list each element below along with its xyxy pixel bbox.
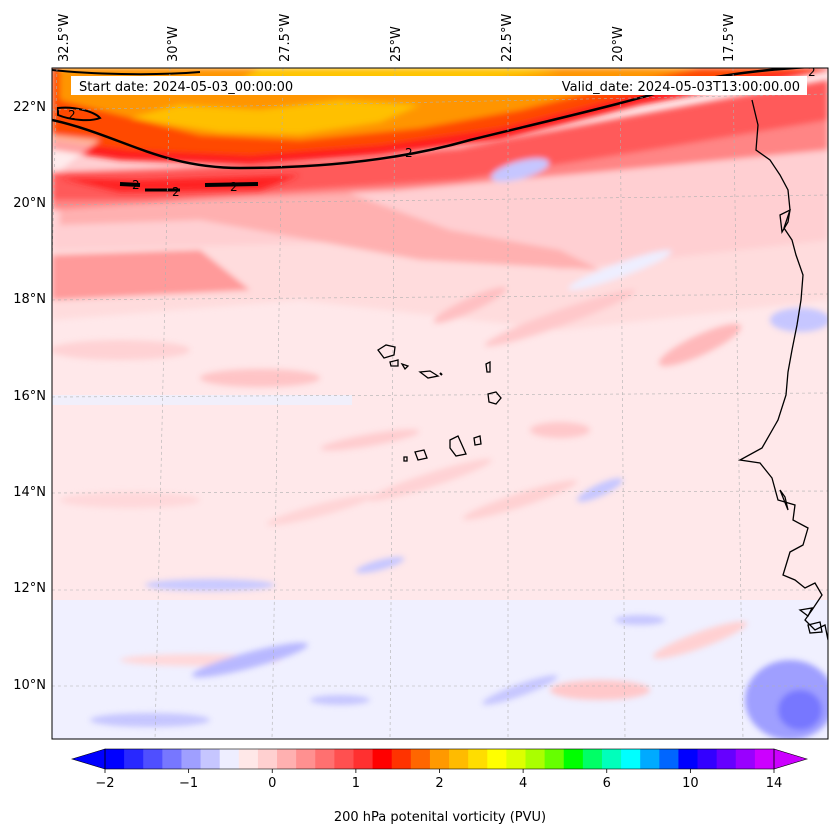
- colorbar-cell: [735, 749, 756, 769]
- date-header-box: [71, 76, 807, 95]
- map-gridlines: [52, 68, 828, 739]
- colorbar-cell: [315, 749, 335, 769]
- start-date-text: Start date: 2024-05-03_00:00:00: [79, 80, 293, 95]
- colorbar-cell: [678, 749, 699, 769]
- colorbar-tick-label: 4: [519, 776, 527, 791]
- colorbar-label: 200 hPa potenital vorticity (PVU): [334, 810, 546, 825]
- colorbar-tick-label: 1: [352, 776, 360, 791]
- contour-label: 2: [132, 178, 140, 192]
- colorbar-cell: [143, 749, 163, 769]
- longitude-labels: 32.5°W 30°W 27.5°W 25°W 22.5°W 20°W 17.5…: [57, 14, 737, 62]
- contour-label: 2: [68, 108, 76, 122]
- colorbar-tick-label: −2: [95, 776, 114, 791]
- valid-date-text: Valid_date: 2024-05-03T13:00:00.00: [562, 80, 800, 95]
- colorbar-tick-label: −1: [179, 776, 198, 791]
- lon-label: 32.5°W: [57, 14, 72, 62]
- colorbar-cell: [277, 749, 297, 769]
- coastline: [737, 99, 828, 641]
- lon-label: 22.5°W: [500, 14, 515, 62]
- colorbar-cell: [621, 749, 641, 769]
- colorbar-over-arrow: [773, 748, 809, 770]
- colorbar-cell: [697, 749, 718, 769]
- colorbar-cell: [410, 749, 431, 769]
- colorbar-ticks: −2 −1 0 1 2 4 6 10 14: [95, 769, 782, 791]
- latitude-labels: 22°N 20°N 18°N 16°N 14°N 12°N 10°N: [13, 100, 46, 693]
- colorbar-cell: [238, 749, 259, 769]
- lat-label: 10°N: [13, 678, 46, 693]
- map-frame: [51, 67, 829, 740]
- lat-label: 14°N: [13, 485, 46, 500]
- colorbar-cell: [449, 749, 469, 769]
- lat-label: 12°N: [13, 581, 46, 596]
- colorbar-cell: [162, 749, 183, 769]
- colorbar-cell: [506, 749, 527, 769]
- colorbar-cell: [601, 749, 622, 769]
- colorbar-cell: [716, 749, 737, 769]
- contour-label: 2: [808, 65, 816, 79]
- colorbar-cell: [468, 749, 488, 769]
- colorbar-tick-label: 2: [435, 776, 443, 791]
- lat-label: 16°N: [13, 389, 46, 404]
- colorbar-cell: [124, 749, 144, 769]
- colorbar-cell: [563, 749, 584, 769]
- map-panel: 2 2 2 2 2 2: [52, 65, 828, 739]
- colorbar-cell: [754, 749, 775, 769]
- lon-label: 25°W: [389, 26, 404, 62]
- contour-label: 2: [405, 146, 413, 160]
- colorbar-cell: [372, 749, 393, 769]
- colorbar-cell: [105, 749, 125, 769]
- colorbar-cell: [391, 749, 412, 769]
- colorbar-cell: [219, 749, 240, 769]
- colorbar-tick-label: 10: [682, 776, 699, 791]
- colorbar-cell: [296, 749, 316, 769]
- colorbar-cell: [525, 749, 546, 769]
- colorbar-cell: [200, 749, 221, 769]
- colorbar-cell: [659, 749, 680, 769]
- cape-verde-islands: [377, 344, 502, 462]
- colorbar-tick-label: 6: [603, 776, 611, 791]
- contour-label: 2: [172, 185, 180, 199]
- colorbar-cell: [334, 749, 355, 769]
- colorbar-tick-label: 0: [268, 776, 276, 791]
- lon-label: 17.5°W: [722, 14, 737, 62]
- lat-label: 18°N: [13, 292, 46, 307]
- colorbar-cell: [544, 749, 565, 769]
- colorbar-tick-label: 14: [766, 776, 783, 791]
- colorbar-cell: [640, 749, 660, 769]
- colorbar-cell: [181, 749, 202, 769]
- lon-label: 27.5°W: [278, 14, 293, 62]
- colorbar-under-arrow: [70, 748, 106, 770]
- lon-label: 20°W: [611, 26, 626, 62]
- lat-label: 20°N: [13, 196, 46, 211]
- colorbar-cells: [105, 749, 775, 769]
- colorbar-cell: [487, 749, 507, 769]
- colorbar-cell: [429, 749, 450, 769]
- lon-label: 30°W: [166, 26, 181, 62]
- colorbar-cell: [353, 749, 374, 769]
- colorbar-cell: [257, 749, 278, 769]
- contour-label: 2: [230, 180, 238, 194]
- lat-label: 22°N: [13, 100, 46, 115]
- colorbar-cell: [582, 749, 603, 769]
- colorbar: −2 −1 0 1 2 4 6 10 14 200 hPa potenital vorticit…: [70, 748, 809, 825]
